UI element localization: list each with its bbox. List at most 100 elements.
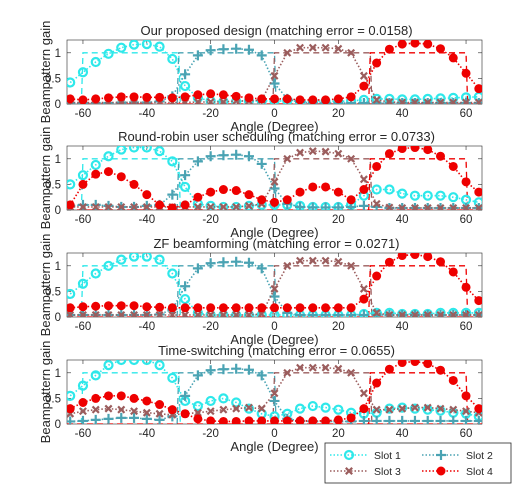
panel-4-slot-2-point-30-shape <box>435 415 446 424</box>
panel-3-slot-3-point-21-shape <box>321 256 330 265</box>
panel-3-slot-1-point-10-shape <box>180 293 191 305</box>
panel-1-slot-3-point-11 <box>193 97 202 104</box>
panel-2-slot-3-point-26-shape <box>385 203 394 210</box>
panel-4-slot-4-point-31-shape <box>448 375 458 385</box>
panel-1-slot-4-point-27 <box>397 40 407 49</box>
panel-4-slot-1-point-12 <box>205 395 216 407</box>
panel-3-slot-1-point-5 <box>116 254 127 265</box>
panel-2-slot-4-markers <box>67 146 482 210</box>
panel-4-slot-4-point-31 <box>448 375 458 385</box>
panel-1-slot-3-point-19 <box>296 43 305 52</box>
panel-4-slot-2-point-15 <box>243 364 254 375</box>
panel-2-xlabel: Angle (Degree) <box>230 225 318 240</box>
panel-4-slot-4-point-24-shape <box>359 404 369 414</box>
panel-4-ytick-label: 0.5 <box>45 393 61 405</box>
panel-1-slot-4-point-10 <box>180 92 190 102</box>
panel-2-slot-2-point-16-shape <box>256 158 267 169</box>
panel-1-slot-4-point-19-shape <box>295 95 305 104</box>
panel-3-slot-4-point-16 <box>257 303 267 313</box>
panel-3-slot-4-point-9-shape <box>167 303 177 313</box>
panel-4-slot-3-point-14 <box>232 404 241 413</box>
panel-2-xtick-label: -40 <box>138 214 155 226</box>
panel-3-slot-4-point-12-shape <box>206 303 216 313</box>
panel-4-slot-4-point-29 <box>423 360 433 369</box>
panel-4-xtick-label: -60 <box>75 428 92 440</box>
panel-4-slot-3-point-23 <box>347 368 356 377</box>
legend-slot-4-marker <box>436 466 446 476</box>
panel-4-slot-1-point-12-shape <box>205 395 216 407</box>
panel-1-slot-1-point-8-shape <box>154 41 165 52</box>
panel-3-target-slot-2 <box>176 265 277 317</box>
panel-2-slot-3-point-15 <box>244 201 253 210</box>
panel-4-slot-3-point-4 <box>104 404 113 413</box>
panel-1-slot-4-point-29-shape <box>423 40 433 49</box>
panel-1-xtick-label: -60 <box>75 108 92 120</box>
panel-4-slot-2-point-32 <box>461 415 472 424</box>
panel-2-slot-4-point-9-shape <box>167 203 177 210</box>
panel-2-xtick-label: 60 <box>460 214 473 226</box>
panel-3-xtick-label: 0 <box>271 321 277 333</box>
panel-2-slot-3-point-18-shape <box>283 154 292 163</box>
panel-4-slot-4-point-6 <box>129 393 139 403</box>
panel-1-slot-3-point-30-shape <box>436 98 445 104</box>
panel-4-slot-3-point-3 <box>91 405 100 414</box>
panel-4-slot-2-point-10 <box>180 390 191 401</box>
panel-3-slot-2-point-11-shape <box>192 263 203 274</box>
panel-4-slot-4-point-1 <box>67 404 75 414</box>
panel-3-slot-3-point-28 <box>410 310 419 317</box>
panel-3-slot-4-point-1 <box>67 303 75 313</box>
panel-4-slot-3-point-13-shape <box>219 405 228 414</box>
panel-1-slot-3-point-22-shape <box>334 44 343 53</box>
panel-1-xtick-label: 0 <box>271 108 277 120</box>
panel-4-ytick-label: 1 <box>55 368 61 380</box>
panel-1-slot-4-markers <box>67 40 482 104</box>
panel-3-slot-3-point-27-shape <box>398 310 407 317</box>
panel-2-slot-3-point-2 <box>78 202 87 210</box>
panel-4-slot-4-point-7 <box>142 396 152 406</box>
panel-4-xtick-label: 60 <box>460 428 473 440</box>
panel-3-title: ZF beamforming (matching error = 0.0271) <box>153 236 399 251</box>
panel-3-slot-4-point-7-shape <box>142 302 152 312</box>
panel-4-slot-4-point-20-shape <box>308 416 318 424</box>
panel-4-xtick-label: 0 <box>271 428 277 440</box>
panel-2-slot-3-point-13-shape <box>219 202 228 210</box>
panel-1-slot-4-point-15-shape <box>244 93 254 103</box>
panel-2-slot-4-point-24 <box>359 185 369 195</box>
panel-2-slot-4-point-27-shape <box>397 146 407 154</box>
panel-4-xtick-label: 40 <box>396 428 409 440</box>
panel-4-slot-2-point-17 <box>269 395 280 406</box>
panel-4-slot-4-point-21 <box>321 416 331 424</box>
panel-3-slot-4-point-22 <box>333 303 343 313</box>
panel-2-slot-3-point-13 <box>219 202 228 210</box>
panel-1-ytick-label: 1 <box>55 48 61 60</box>
panel-4-slot-3-point-2-shape <box>78 407 87 416</box>
panel-3-slot-3-point-4 <box>104 310 113 317</box>
panel-1-slot-4-point-22 <box>333 94 343 104</box>
panel-1-slot-4-point-21-shape <box>321 95 331 104</box>
panel-2-slot-3-point-27-shape <box>398 203 407 210</box>
panel-4-slot-4-point-12 <box>206 416 216 424</box>
panel-4-slot-2-point-28 <box>409 415 420 424</box>
panel-4-slot-2-point-1 <box>67 416 76 424</box>
panel-1-slot-4-point-8-shape <box>155 92 165 102</box>
panel-2-slot-1-point-25 <box>371 184 382 195</box>
panel-4-slot-1-point-5-shape <box>116 360 127 366</box>
panel-3-slot-3-point-14 <box>232 310 241 317</box>
panel-4-slot-4-point-9-shape <box>167 405 177 415</box>
panel-4-slot-2-point-14-shape <box>231 363 242 374</box>
panel-4-slot-1-point-7 <box>141 360 152 366</box>
panel-2-slot-3-point-14-shape <box>232 202 241 210</box>
panel-2-slot-4-point-22-shape <box>333 187 343 197</box>
panel-2-slot-4-point-11 <box>193 192 203 202</box>
panel-4-slot-3-point-17-shape <box>270 389 279 398</box>
panel-1-slot-3-point-31 <box>449 98 458 104</box>
panel-3-slot-4-point-27-shape <box>397 253 407 261</box>
panel-4-slot-3-point-18-shape <box>283 368 292 377</box>
panel-1-slot-2-point-12-shape <box>205 45 216 56</box>
panel-3-slot-4-point-28-shape <box>410 253 420 260</box>
panel-2-slot-3-point-20-shape <box>308 147 317 156</box>
panel-3-slot-3-point-28-shape <box>410 310 419 317</box>
panel-4-slot-2-point-6-shape <box>129 412 140 423</box>
panel-2-slot-1-point-3-shape <box>90 159 101 171</box>
panel-4-slot-4-point-19 <box>295 416 305 424</box>
